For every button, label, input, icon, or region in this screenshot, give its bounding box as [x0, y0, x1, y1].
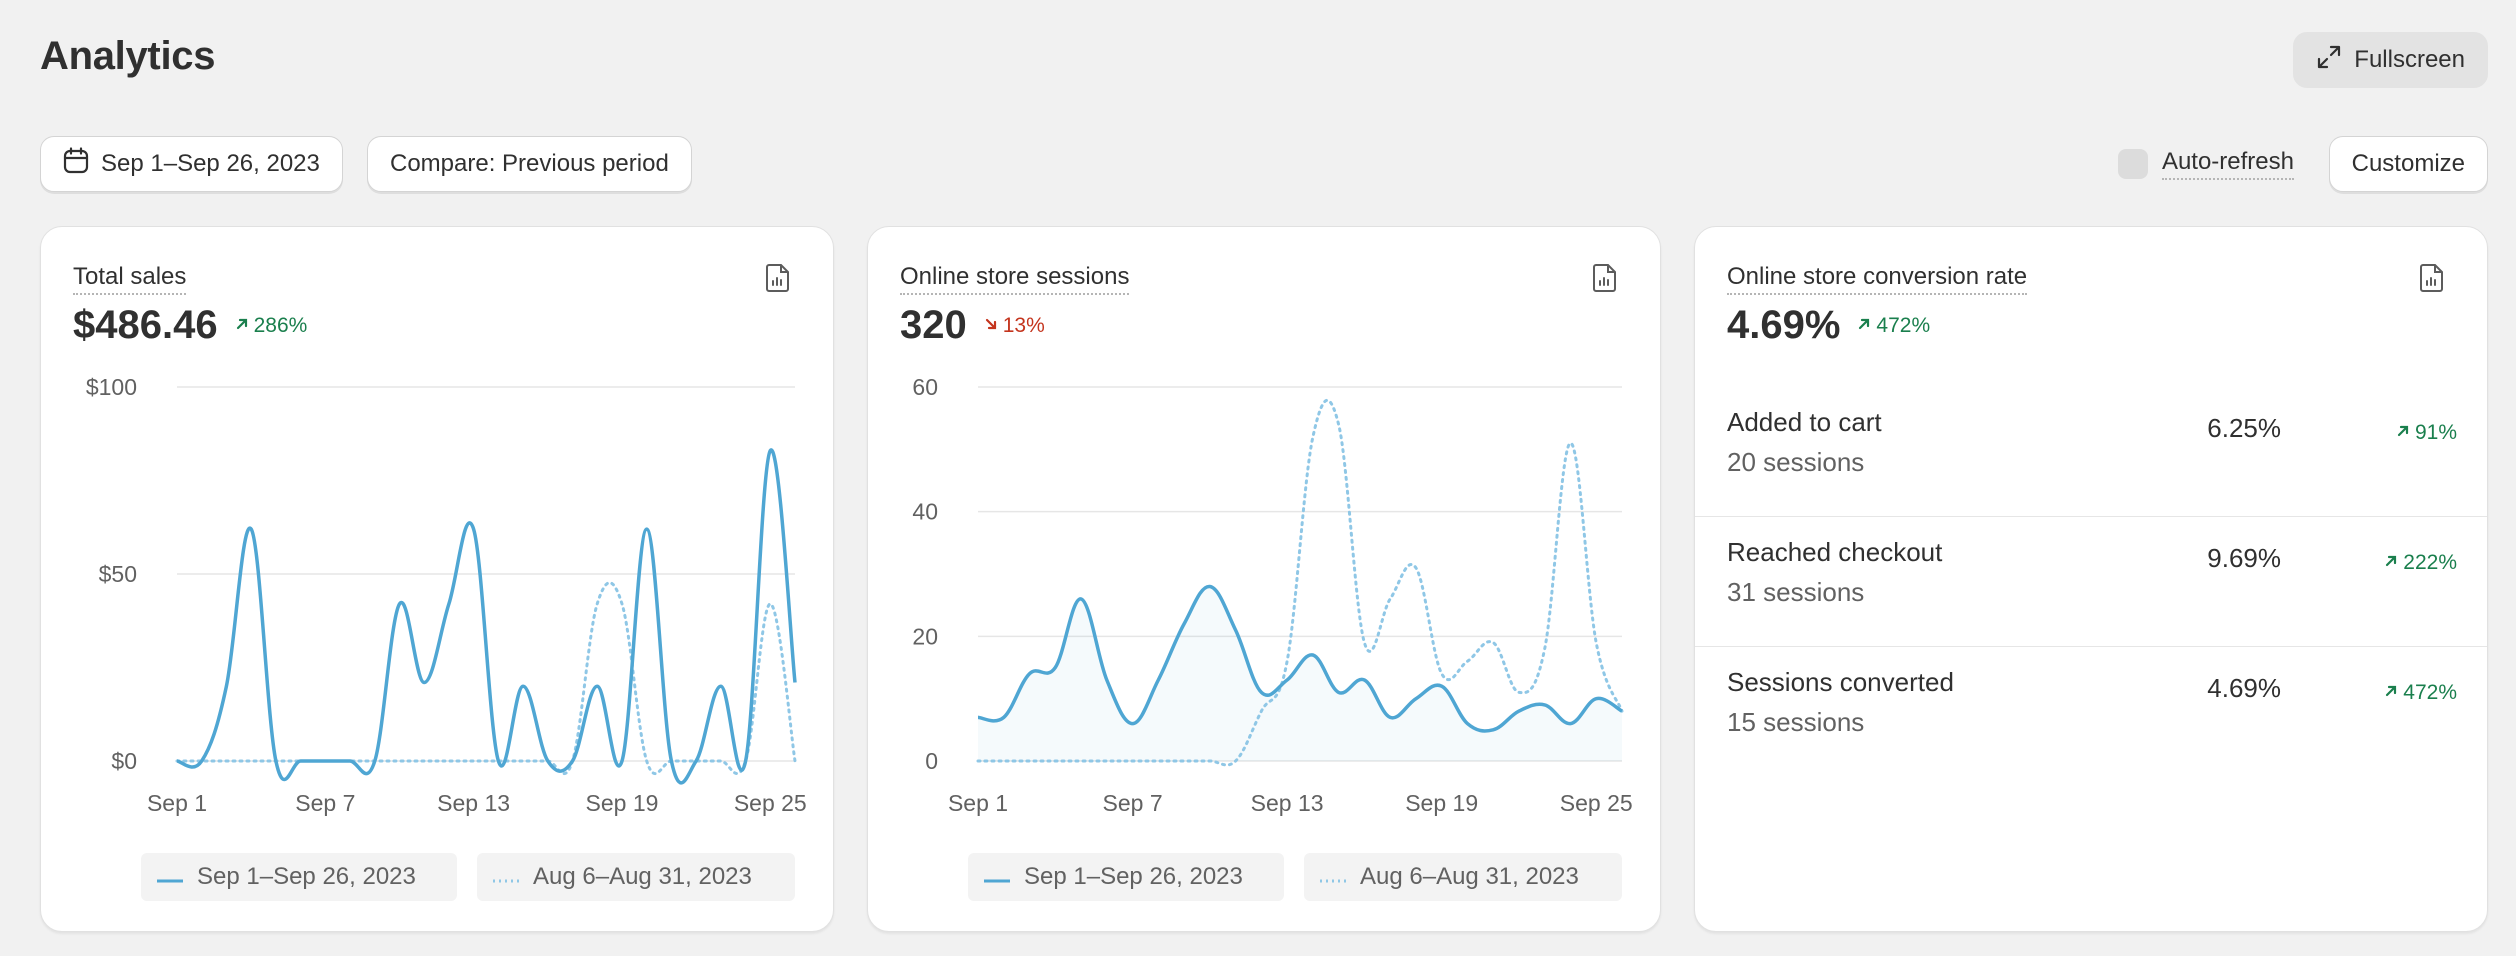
sessions-metric: 320 13%	[900, 303, 1045, 348]
legend-current[interactable]: Sep 1–Sep 26, 2023	[141, 853, 457, 901]
conversion-trend: 472%	[1856, 314, 1930, 338]
dotted-line-icon	[493, 863, 519, 891]
x-tick-label: Sep 19	[586, 790, 659, 816]
legend-current-label: Sep 1–Sep 26, 2023	[197, 863, 416, 890]
sessions-card: Online store sessions 320 13% 60 40 20 0 Sep…	[867, 226, 1661, 932]
report-icon[interactable]	[1592, 263, 1618, 298]
expand-icon	[2316, 44, 2342, 77]
report-icon[interactable]	[2419, 263, 2445, 298]
funnel-pct: 9.69%	[2207, 543, 2281, 573]
report-icon[interactable]	[765, 263, 791, 298]
x-tick-label: Sep 1	[948, 790, 1008, 816]
solid-line-icon	[984, 863, 1010, 891]
conversion-title[interactable]: Online store conversion rate	[1727, 263, 2028, 295]
page-title: Analytics	[40, 34, 216, 78]
x-tick-label: Sep 1	[147, 790, 207, 816]
series-current-line	[977, 584, 1623, 733]
conversion-card: Online store conversion rate 4.69% 472% …	[1694, 226, 2488, 932]
y-tick-label: $100	[86, 374, 137, 400]
x-tick-label: Sep 7	[1103, 790, 1163, 816]
funnel-pct: 6.25%	[2207, 413, 2281, 443]
x-tick-label: Sep 13	[1251, 790, 1324, 816]
total-sales-value: $486.46	[73, 303, 218, 347]
funnel-trend: 222%	[2383, 551, 2457, 575]
y-tick-label: 20	[912, 623, 938, 649]
funnel-pct: 4.69%	[2207, 673, 2281, 703]
sessions-title[interactable]: Online store sessions	[900, 263, 1130, 295]
fullscreen-button[interactable]: Fullscreen	[2293, 32, 2488, 88]
funnel-row-added-to-cart: Added to cart 20 sessions 6.25% 91%	[1695, 387, 2487, 517]
total-sales-metric: $486.46 286%	[73, 303, 307, 348]
funnel-sessions: 15 sessions	[1727, 707, 1865, 737]
series-previous-line	[976, 399, 1624, 767]
y-tick-label: 0	[925, 748, 938, 774]
y-tick-label: 60	[912, 374, 938, 400]
arrow-up-right-icon	[1856, 314, 1872, 338]
funnel-trend: 91%	[2395, 421, 2457, 445]
arrow-up-right-icon	[234, 314, 250, 338]
conversion-value: 4.69%	[1727, 303, 1841, 347]
funnel-trend: 472%	[2383, 681, 2457, 705]
total-sales-chart: $100 $50 $0 Sep 1 Sep 7 Sep 13 Sep 19 Sep 25	[86, 374, 807, 816]
funnel-label: Sessions converted	[1727, 667, 1954, 697]
funnel-row-reached-checkout: Reached checkout 31 sessions 9.69% 222%	[1695, 517, 2487, 647]
arrow-up-right-icon	[2395, 421, 2411, 445]
sessions-trend-value: 13%	[1002, 313, 1045, 337]
legend-current-label: Sep 1–Sep 26, 2023	[1024, 863, 1243, 890]
y-tick-label: 40	[912, 499, 938, 525]
arrow-down-right-icon	[983, 314, 999, 338]
solid-line-icon	[157, 863, 183, 891]
funnel-sessions: 20 sessions	[1727, 447, 1865, 477]
legend-previous[interactable]: Aug 6–Aug 31, 2023	[477, 853, 795, 901]
calendar-icon	[63, 146, 89, 182]
total-sales-trend: 286%	[234, 313, 308, 338]
legend-current[interactable]: Sep 1–Sep 26, 2023	[968, 853, 1284, 901]
funnel-label: Added to cart	[1727, 407, 1882, 437]
total-sales-trend-value: 286%	[253, 313, 308, 337]
funnel-sessions: 31 sessions	[1727, 577, 1865, 607]
series-current-line	[176, 448, 797, 785]
funnel-label: Reached checkout	[1727, 537, 1943, 567]
conversion-trend-value: 472%	[1876, 313, 1931, 337]
x-tick-label: Sep 25	[734, 790, 807, 816]
auto-refresh-toggle[interactable]: Auto-refresh	[2117, 148, 2294, 180]
sessions-value: 320	[900, 303, 967, 347]
dotted-line-icon	[1320, 863, 1346, 891]
funnel-row-sessions-converted: Sessions converted 15 sessions 4.69% 472…	[1695, 647, 2487, 777]
y-tick-label: $0	[111, 748, 137, 774]
compare-label: Compare: Previous period	[390, 150, 669, 177]
x-tick-label: Sep 13	[437, 790, 510, 816]
auto-refresh-label: Auto-refresh	[2161, 148, 2294, 180]
arrow-up-right-icon	[2383, 551, 2399, 575]
date-range-button[interactable]: Sep 1–Sep 26, 2023	[40, 136, 343, 192]
customize-label: Customize	[2351, 150, 2465, 177]
series-current-area	[978, 586, 1622, 761]
x-tick-label: Sep 25	[1560, 790, 1633, 816]
x-tick-label: Sep 19	[1405, 790, 1478, 816]
funnel-trend-value: 222%	[2403, 551, 2457, 574]
legend-previous-label: Aug 6–Aug 31, 2023	[533, 863, 752, 890]
legend-previous-label: Aug 6–Aug 31, 2023	[1360, 863, 1579, 890]
funnel-trend-value: 91%	[2414, 421, 2457, 444]
arrow-up-right-icon	[2383, 681, 2399, 705]
conversion-metric: 4.69% 472%	[1727, 303, 1930, 348]
customize-button[interactable]: Customize	[2328, 136, 2488, 192]
funnel-trend-value: 472%	[2403, 681, 2457, 704]
auto-refresh-checkbox[interactable]	[2117, 149, 2148, 179]
sessions-trend: 13%	[983, 314, 1045, 338]
total-sales-card: Total sales $486.46 286% $100 $50 $0 Sep 1 S…	[40, 226, 834, 932]
fullscreen-label: Fullscreen	[2354, 46, 2465, 73]
compare-button[interactable]: Compare: Previous period	[367, 136, 692, 192]
y-tick-label: $50	[99, 561, 137, 587]
total-sales-title[interactable]: Total sales	[73, 263, 187, 295]
series-previous-line	[175, 581, 797, 776]
x-tick-label: Sep 7	[295, 790, 355, 816]
date-range-label: Sep 1–Sep 26, 2023	[101, 150, 320, 177]
legend-previous[interactable]: Aug 6–Aug 31, 2023	[1304, 853, 1622, 901]
sessions-chart: 60 40 20 0 Sep 1 Sep 7 Sep 13 Sep 19 Sep 25	[912, 374, 1633, 816]
